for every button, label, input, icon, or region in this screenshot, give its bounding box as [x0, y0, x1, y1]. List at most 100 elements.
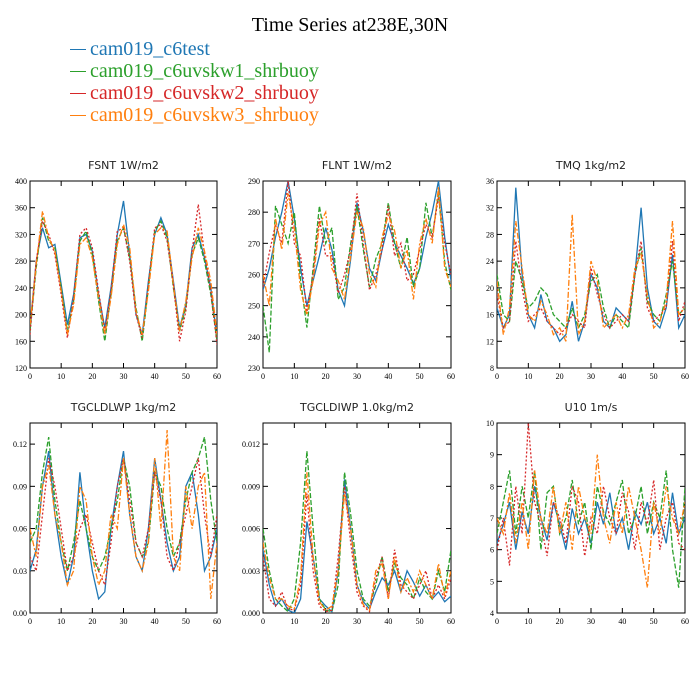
- chart-panel: FLNT 1W/m2 0 10 20 30 40 50 60 230 240 250 260 270 28…: [248, 159, 455, 381]
- x-tick-label: 0: [261, 372, 265, 381]
- chart-title: TGCLDIWP 1.0kg/m2: [299, 401, 414, 414]
- x-tick-label: 10: [524, 372, 532, 381]
- x-tick-label: 0: [261, 617, 265, 626]
- y-tick-label: 10: [486, 419, 494, 428]
- legend-label: cam019_c6test: [90, 38, 210, 60]
- x-tick-label: 10: [290, 617, 298, 626]
- chart-title: FSNT 1W/m2: [88, 159, 159, 172]
- x-tick-label: 40: [618, 372, 626, 381]
- legend-entry: cam019_c6uvskw1_shrbuoy: [70, 60, 319, 82]
- x-tick-label: 60: [447, 372, 455, 381]
- x-tick-label: 60: [681, 372, 689, 381]
- x-tick-label: 30: [587, 617, 595, 626]
- x-tick-label: 60: [213, 372, 221, 381]
- x-tick-label: 40: [618, 617, 626, 626]
- x-tick-label: 50: [650, 617, 658, 626]
- series-line: [497, 423, 685, 566]
- y-tick-label: 28: [486, 230, 494, 239]
- chart-panel: TGCLDIWP 1.0kg/m2 0 10 20 30 40 50 60 0.000 0.003…: [242, 401, 455, 626]
- series-line: [263, 451, 451, 613]
- y-tick-label: 200: [15, 311, 27, 320]
- y-tick-label: 400: [15, 177, 27, 186]
- y-tick-label: 360: [15, 204, 27, 213]
- x-tick-label: 10: [57, 617, 65, 626]
- y-tick-label: 120: [15, 364, 27, 373]
- x-tick-label: 50: [182, 617, 190, 626]
- legend: cam019_c6test cam019_c6uvskw1_shrbuoy ca…: [70, 38, 319, 126]
- y-tick-label: 0.00: [13, 609, 27, 618]
- y-tick-label: 0.012: [242, 440, 260, 449]
- y-tick-label: 0.12: [13, 440, 27, 449]
- y-tick-label: 0.000: [242, 609, 260, 618]
- chart-panel: U10 1m/s 0 10 20 30 40 50 60 4 5 6 7 8 9 10: [486, 401, 689, 626]
- series-line: [263, 472, 451, 612]
- x-tick-label: 30: [353, 617, 361, 626]
- x-tick-label: 20: [88, 372, 96, 381]
- y-tick-label: 290: [248, 177, 260, 186]
- series-line: [30, 458, 217, 588]
- x-tick-label: 30: [120, 372, 128, 381]
- series-line: [263, 181, 451, 309]
- x-tick-label: 30: [353, 372, 361, 381]
- series-line: [497, 214, 685, 342]
- x-tick-label: 50: [650, 372, 658, 381]
- x-tick-label: 10: [290, 372, 298, 381]
- x-tick-label: 0: [28, 372, 32, 381]
- y-tick-label: 8: [490, 364, 494, 373]
- y-tick-label: 280: [15, 257, 27, 266]
- x-tick-label: 60: [213, 617, 221, 626]
- x-tick-label: 50: [182, 372, 190, 381]
- y-tick-label: 20: [486, 284, 494, 293]
- chart-title: FLNT 1W/m2: [322, 159, 392, 172]
- y-tick-label: 24: [486, 257, 494, 266]
- y-tick-label: 240: [15, 284, 27, 293]
- y-tick-label: 160: [15, 337, 27, 346]
- y-tick-label: 4: [490, 609, 494, 618]
- x-tick-label: 40: [151, 372, 159, 381]
- legend-entry: cam019_c6test: [70, 38, 319, 60]
- y-tick-label: 230: [248, 364, 260, 373]
- y-tick-label: 12: [486, 337, 494, 346]
- y-tick-label: 0.03: [13, 567, 27, 576]
- y-tick-label: 280: [248, 208, 260, 217]
- y-tick-label: 9: [490, 451, 494, 460]
- y-tick-label: 240: [248, 333, 260, 342]
- legend-swatch: [70, 70, 86, 72]
- chart-panel: TGCLDLWP 1kg/m2 0 10 20 30 40 50 60 0.00 0.03 0.06…: [13, 401, 221, 626]
- series-line: [263, 486, 451, 613]
- x-tick-label: 20: [322, 617, 330, 626]
- series-line: [263, 193, 451, 353]
- y-tick-label: 260: [248, 271, 260, 280]
- series-line: [263, 181, 451, 313]
- legend-label: cam019_c6uvskw2_shrbuoy: [90, 82, 319, 104]
- y-tick-label: 32: [486, 204, 494, 213]
- legend-entry: cam019_c6uvskw2_shrbuoy: [70, 82, 319, 104]
- series-line: [30, 436, 217, 573]
- x-tick-label: 20: [322, 372, 330, 381]
- chart-title: TMQ 1kg/m2: [555, 159, 626, 172]
- y-tick-label: 16: [486, 311, 494, 320]
- y-tick-label: 5: [490, 577, 494, 586]
- x-tick-label: 40: [384, 372, 392, 381]
- legend-label: cam019_c6uvskw1_shrbuoy: [90, 60, 319, 82]
- x-tick-label: 50: [416, 617, 424, 626]
- legend-entry: cam019_c6uvskw3_shrbuoy: [70, 104, 319, 126]
- chart-title: TGCLDLWP 1kg/m2: [70, 401, 176, 414]
- x-tick-label: 10: [57, 372, 65, 381]
- legend-swatch: [70, 114, 86, 116]
- x-tick-label: 60: [447, 617, 455, 626]
- series-line: [30, 204, 217, 345]
- y-tick-label: 250: [248, 302, 260, 311]
- legend-label: cam019_c6uvskw3_shrbuoy: [90, 104, 319, 126]
- y-tick-label: 0.003: [242, 567, 260, 576]
- legend-swatch: [70, 48, 86, 50]
- x-tick-label: 20: [556, 372, 564, 381]
- chart-title: U10 1m/s: [565, 401, 618, 414]
- series-line: [497, 247, 685, 330]
- chart-panel: FSNT 1W/m2 0 10 20 30 40 50 60 120 160 200 240 280 32…: [15, 159, 221, 381]
- y-tick-label: 6: [490, 546, 494, 555]
- y-tick-label: 0.06: [13, 525, 27, 534]
- series-line: [497, 454, 685, 588]
- legend-swatch: [70, 92, 86, 94]
